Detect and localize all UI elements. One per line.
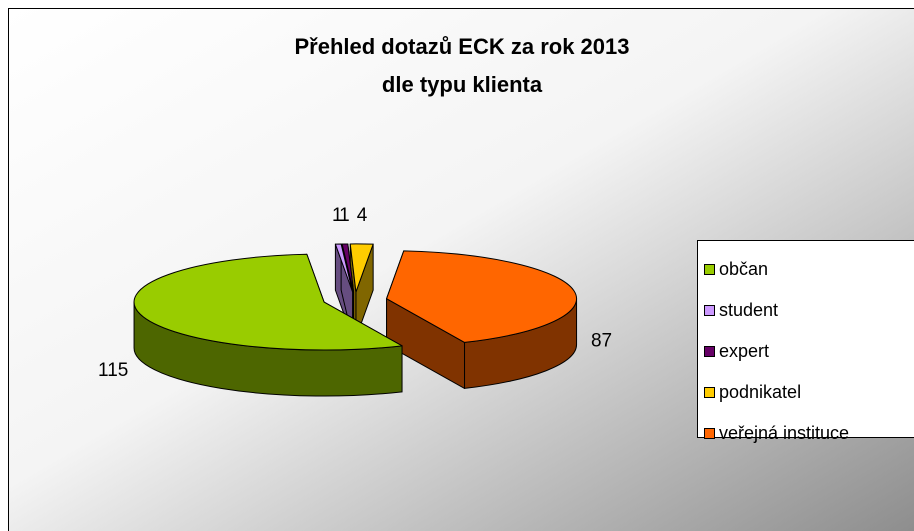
legend-swatch — [704, 305, 715, 316]
legend-label: veřejná instituce — [719, 423, 849, 443]
pie: 115 11 4 87 — [98, 205, 612, 397]
slice — [349, 243, 374, 339]
legend-swatch — [704, 387, 715, 398]
slice-top — [334, 243, 354, 293]
legend-label: expert — [719, 341, 769, 361]
data-label: 1 — [339, 205, 350, 226]
legend-label: občan — [719, 259, 768, 279]
legend-swatch — [704, 428, 715, 439]
slice-top — [341, 243, 355, 293]
legend-swatch — [704, 346, 715, 357]
slice-top — [349, 243, 374, 293]
chart-title: dle typu klienta — [382, 72, 543, 97]
data-label: 4 — [357, 205, 368, 226]
data-label: 115 — [98, 360, 128, 381]
chart-title: Přehled dotazů ECK za rok 2013 — [295, 34, 630, 59]
slice — [133, 253, 403, 397]
slice-top — [133, 253, 403, 351]
data-label: 1 — [332, 205, 343, 226]
legend-label: student — [719, 300, 778, 320]
legend — [697, 240, 914, 438]
legend-swatch — [704, 264, 715, 275]
data-label: 87 — [591, 330, 612, 351]
slice — [386, 250, 578, 389]
slice-top — [386, 250, 578, 343]
legend-label: podnikatel — [719, 382, 801, 402]
